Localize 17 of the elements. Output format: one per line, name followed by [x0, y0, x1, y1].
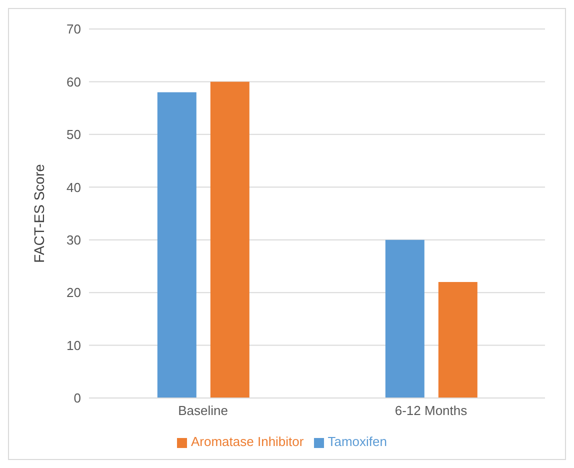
y-axis-title: FACT-ES Score: [30, 164, 47, 263]
bar: [157, 92, 196, 398]
y-tick-label: 50: [66, 127, 81, 142]
y-tick-label: 30: [66, 232, 81, 248]
y-tick-label: 70: [66, 22, 81, 37]
bar: [438, 282, 478, 398]
x-tick-label: Baseline: [178, 403, 228, 418]
bar: [210, 82, 250, 398]
bar: [385, 240, 424, 398]
legend-label: Aromatase Inhibitor: [191, 434, 304, 449]
y-tick-label: 20: [66, 285, 81, 300]
y-tick-label: 0: [74, 390, 81, 406]
legend-label: Tamoxifen: [328, 434, 387, 449]
x-tick-label: 6-12 Months: [394, 403, 468, 418]
y-tick-label: 40: [66, 180, 81, 195]
y-tick-label: 10: [66, 338, 81, 353]
y-tick-label: 60: [66, 74, 81, 90]
